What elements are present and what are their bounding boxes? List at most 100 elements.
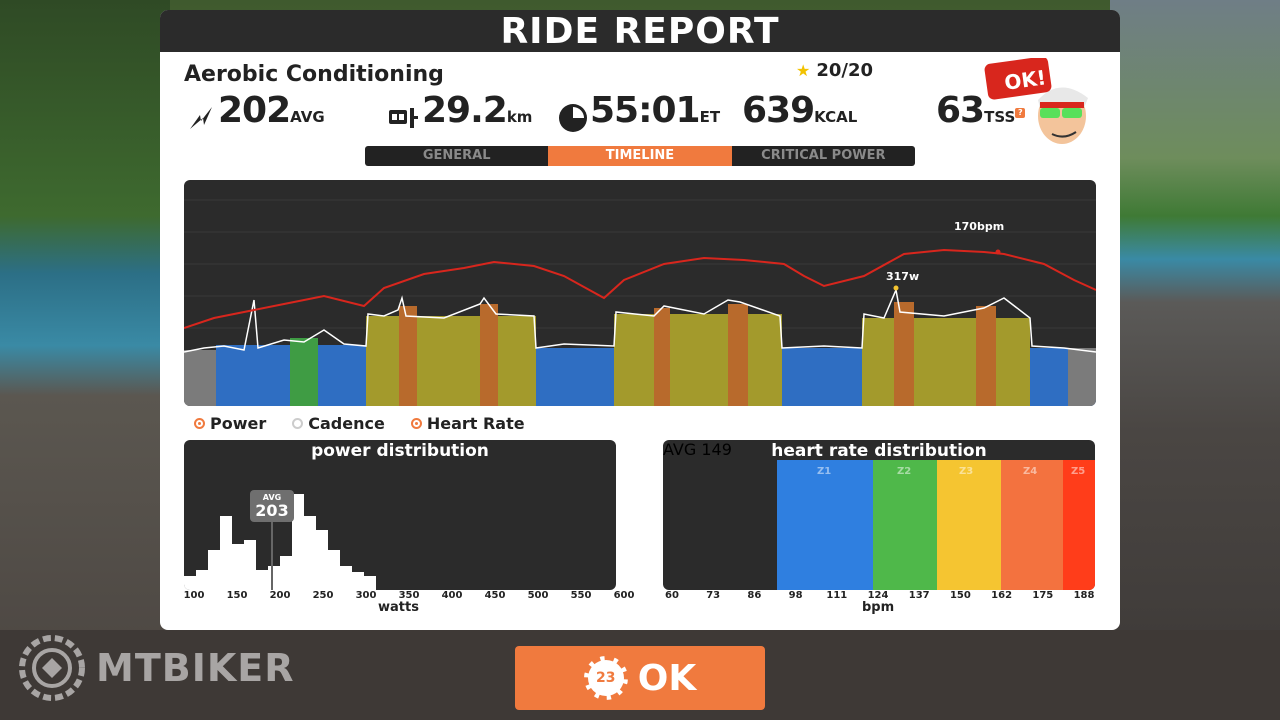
timeline-legend: Power Cadence Heart Rate [194,414,525,433]
stat-time: 55:01ET [558,90,720,133]
stat-power-unit: AVG [290,108,325,126]
zone-labels: Z1 Z2 Z3 Z4 Z5 [817,466,1085,477]
power-toggle-icon[interactable] [194,418,205,429]
avatar-badge-text: OK! [1003,65,1048,95]
power_dist-tick: 400 [441,590,463,601]
hr_dist-tick: 124 [867,590,889,601]
stat-tss-unit: TSS [984,108,1016,126]
zone4-label: Z4 [1023,466,1037,477]
watermark: MTBIKER [16,632,295,704]
ok-button-label: OK [637,657,697,699]
heart-rate-toggle-icon[interactable] [410,418,422,429]
stat-calories-unit: KCAL [814,108,858,126]
cadence-toggle-icon[interactable] [292,418,304,429]
hr-distribution-title: heart rate distribution [771,441,987,461]
power_dist-tick: 600 [613,590,635,601]
hr_dist-tick: 73 [706,590,721,601]
ride-report-panel: RIDE REPORT Aerobic Conditioning ★ 20/20 … [160,10,1120,630]
stars-score: ★ 20/20 [796,60,873,81]
power-line [184,287,1096,353]
tss-info-icon[interactable]: ? [1015,108,1026,118]
stat-calories-value: 639 [742,90,815,131]
power-peak-marker [893,285,899,291]
hr-distribution-chart: Z1 Z2 Z3 Z4 Z5 [663,440,1095,590]
stat-tss: 63TSS? [936,90,1026,131]
mtbiker-logo-icon [19,635,85,701]
power_dist-tick: 350 [398,590,420,601]
star-icon: ★ [796,61,811,80]
zone3-band [937,460,1001,590]
legend-cadence-label: Cadence [308,414,385,433]
hr_dist-tick: 111 [826,590,848,601]
heart-rate-line [184,248,1096,329]
stat-distance: 29.2km [388,90,532,131]
stat-power-value: 202 [218,90,291,131]
zone2-label: Z2 [897,466,911,477]
hr-avg-line: AVG 149 heart rate distribution [663,440,987,461]
zone3-label: Z3 [959,466,973,477]
legend-heart-rate[interactable]: Heart Rate [410,414,525,433]
power-area [184,302,1096,406]
stat-distance-value: 29.2 [422,90,508,131]
power_dist-tick: 250 [312,590,334,601]
tab-timeline[interactable]: TIMELINE [548,146,732,166]
hr_dist-tick: 98 [788,590,803,601]
workout-name: Aerobic Conditioning [184,62,444,87]
report-title: RIDE REPORT [160,10,1120,52]
stat-tss-value: 63 [936,90,985,131]
tab-critical-power[interactable]: CRITICAL POWER [761,148,886,163]
background-left [0,0,170,720]
power_dist-tick: 150 [226,590,248,601]
hr-avg-label: AVG [663,440,697,459]
zone2-band [873,460,937,590]
tab-general[interactable]: GENERAL [422,148,491,163]
power-avg-value: 203 [255,501,288,520]
timeline-chart: 170bpm 317w [184,180,1096,406]
report-tabs: GENERAL TIMELINE CRITICAL POWER [365,146,915,166]
hr-avg-value: 149 [701,440,732,459]
legend-cadence[interactable]: Cadence [292,414,385,433]
zone5-band [1063,460,1095,590]
power-distribution-title: power distribution [311,441,489,461]
hr_dist-tick: 60 [665,590,679,601]
hr-peak-label: 170bpm [954,220,1004,233]
countdown-timer-icon: 23 [583,656,628,700]
power-avg-label: AVG [263,493,281,502]
power_dist-tick: 200 [269,590,291,601]
power-axis-unit: watts [378,600,419,615]
hr-distribution-svg: Z1 Z2 Z3 Z4 Z5 [777,460,1095,590]
watermark-text: MTBIKER [96,646,295,690]
hr-avg-badge: AVG 149 heart rate distribution [663,440,987,461]
odometer-icon [389,107,418,128]
legend-heart-rate-label: Heart Rate [426,414,525,433]
hr_dist-tick: 150 [949,590,971,601]
power-avg-badge [250,490,294,522]
ok-badge-icon: OK! [984,58,1052,100]
stat-power: 202AVG [188,90,325,131]
hr_dist-tick: 188 [1073,590,1095,601]
legend-power-label: Power [210,414,267,433]
stat-time-unit: ET [699,108,721,126]
zone4-band [1001,460,1063,590]
stat-calories: 639KCAL [742,90,857,131]
background-right [1110,0,1280,720]
timeline-svg: 170bpm 317w [184,199,1096,406]
hr_dist-tick: 175 [1032,590,1054,601]
stars-value: 20/20 [816,60,874,81]
power_dist-tick: 450 [484,590,506,601]
power-icon [190,106,212,129]
hr_dist-tick: 86 [747,590,762,601]
zone1-band [777,460,873,590]
power-histogram [184,494,376,590]
hr_dist-tick: 137 [908,590,930,601]
stat-time-value: 55:01 [590,90,701,131]
stat-distance-unit: km [506,108,533,126]
zone1-label: Z1 [817,466,831,477]
clock-icon [559,103,587,132]
power_dist-tick: 550 [570,590,592,601]
power-distribution-chart: power distribution AVG 203 [184,440,616,590]
power_dist-tick: 300 [355,590,377,601]
legend-power[interactable]: Power [194,414,266,433]
ok-button[interactable]: 23 OK [515,646,765,710]
power_dist-tick: 100 [183,590,205,601]
